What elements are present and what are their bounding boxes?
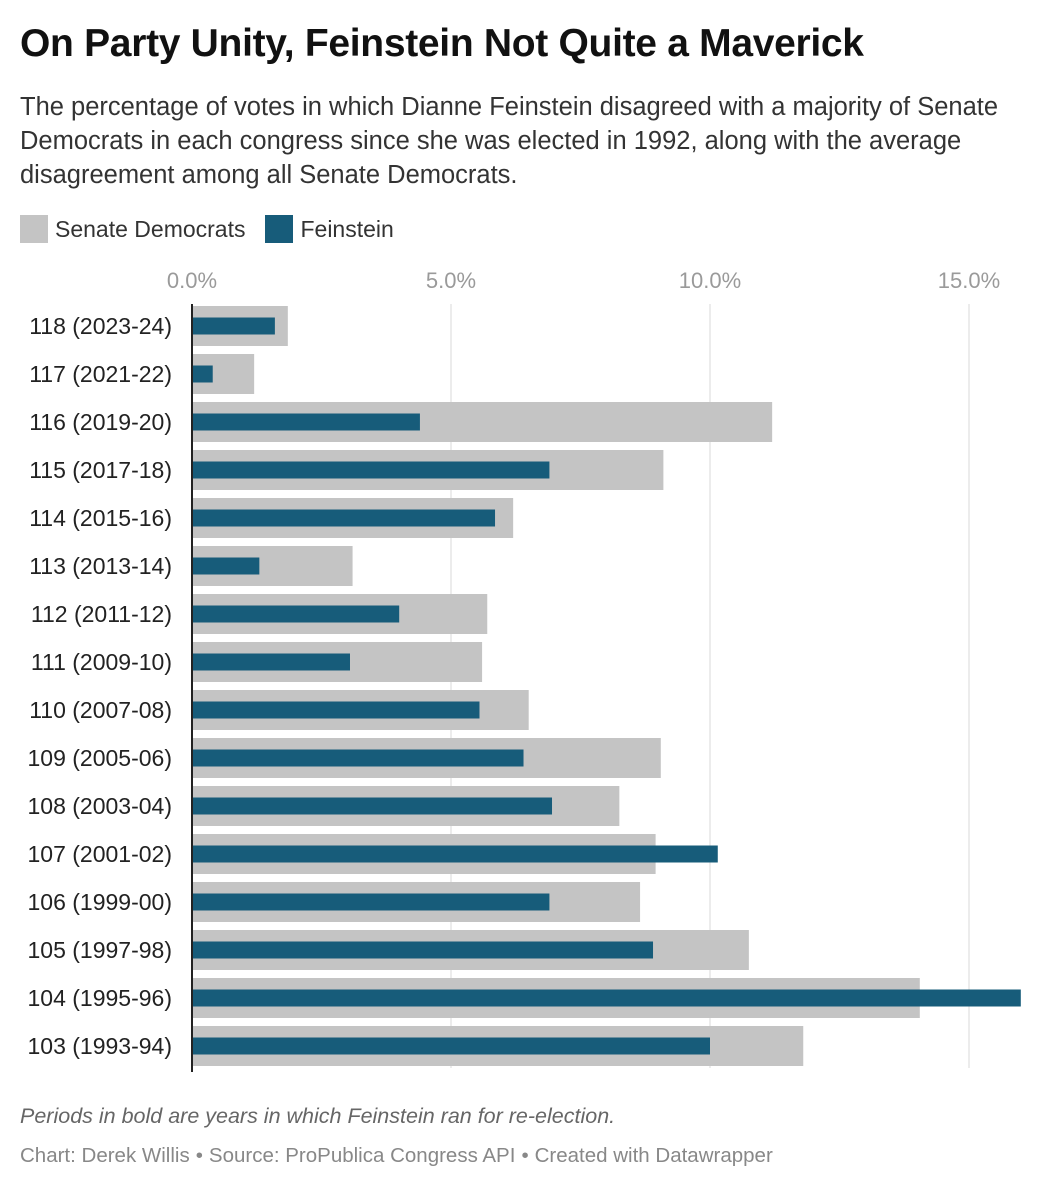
bar-feinstein-108-2003-04 xyxy=(192,797,553,815)
credit-chart-author: Chart: Derek Willis xyxy=(20,1144,190,1167)
legend: Senate Democrats Feinstein xyxy=(20,214,414,244)
legend-swatch-senate-democrats xyxy=(20,215,48,243)
credit-separator-1: • xyxy=(195,1144,203,1167)
category-label-103-1993-94: 103 (1993-94) xyxy=(28,1033,173,1059)
legend-label-senate-democrats: Senate Democrats xyxy=(55,215,246,242)
legend-item-senate-democrats: Senate Democrats xyxy=(20,215,245,243)
credit-tool: Created with Datawrapper xyxy=(534,1144,773,1167)
category-label-106-1999-00: 106 (1999-00) xyxy=(28,889,173,915)
chart-title: On Party Unity, Feinstein Not Quite a Ma… xyxy=(20,22,864,65)
x-tick-label-10-0: 10.0% xyxy=(679,268,741,293)
credit-source: Source: ProPublica Congress API xyxy=(208,1144,516,1167)
bar-feinstein-112-2011-12 xyxy=(192,605,400,623)
category-label-105-1997-98: 105 (1997-98) xyxy=(28,937,173,963)
bar-feinstein-111-2009-10 xyxy=(192,653,350,671)
bar-feinstein-106-1999-00 xyxy=(192,893,550,911)
bar-feinstein-116-2019-20 xyxy=(192,413,420,431)
category-label-109-2005-06: 109 (2005-06) xyxy=(28,745,173,771)
bar-feinstein-114-2015-16 xyxy=(192,509,496,527)
chart-notes: Periods in bold are years in which Feins… xyxy=(20,1104,616,1128)
bar-feinstein-103-1993-94 xyxy=(192,1037,710,1055)
chart-credits: Chart: Derek Willis • Source: ProPublica C… xyxy=(20,1144,773,1168)
bar-feinstein-118-2023-24 xyxy=(192,317,275,335)
category-label-113-2013-14: 113 (2013-14) xyxy=(29,553,172,579)
category-label-107-2001-02: 107 (2001-02) xyxy=(28,841,173,867)
bar-feinstein-113-2013-14 xyxy=(192,557,260,575)
bar-feinstein-109-2005-06 xyxy=(192,749,524,767)
category-label-118-2023-24: 118 (2023-24) xyxy=(29,313,172,339)
category-label-112-2011-12: 112 (2011-12) xyxy=(31,601,172,627)
category-label-116-2019-20: 116 (2019-20) xyxy=(29,409,172,435)
bar-feinstein-104-1995-96 xyxy=(192,989,1021,1007)
bar-feinstein-117-2021-22 xyxy=(192,365,213,383)
category-label-110-2007-08: 110 (2007-08) xyxy=(29,697,172,723)
category-label-117-2021-22: 117 (2021-22) xyxy=(29,361,172,387)
legend-item-feinstein: Feinstein xyxy=(265,215,394,243)
category-label-108-2003-04: 108 (2003-04) xyxy=(28,793,173,819)
bar-feinstein-105-1997-98 xyxy=(192,941,654,959)
legend-label-feinstein: Feinstein xyxy=(300,215,394,242)
category-label-114-2015-16: 114 (2015-16) xyxy=(29,505,172,531)
bar-feinstein-107-2001-02 xyxy=(192,845,718,863)
chart-subtitle: The percentage of votes in which Dianne … xyxy=(20,93,999,189)
category-label-111-2009-10: 111 (2009-10) xyxy=(31,649,172,675)
x-tick-label-0-0: 0.0% xyxy=(167,268,217,293)
category-label-104-1995-96: 104 (1995-96) xyxy=(28,985,173,1011)
credit-separator-2: • xyxy=(521,1144,529,1167)
legend-swatch-feinstein xyxy=(265,215,294,243)
bar-feinstein-110-2007-08 xyxy=(192,701,480,719)
category-label-115-2017-18: 115 (2017-18) xyxy=(29,457,172,483)
bar-chart: 0.0% 5.0% 10.0% 15.0% 118 (2023-24) 117 (2021… xyxy=(28,268,1021,1072)
bar-feinstein-115-2017-18 xyxy=(192,461,550,479)
x-tick-label-5-0: 5.0% xyxy=(426,268,476,293)
x-tick-label-15-0: 15.0% xyxy=(938,268,1000,293)
